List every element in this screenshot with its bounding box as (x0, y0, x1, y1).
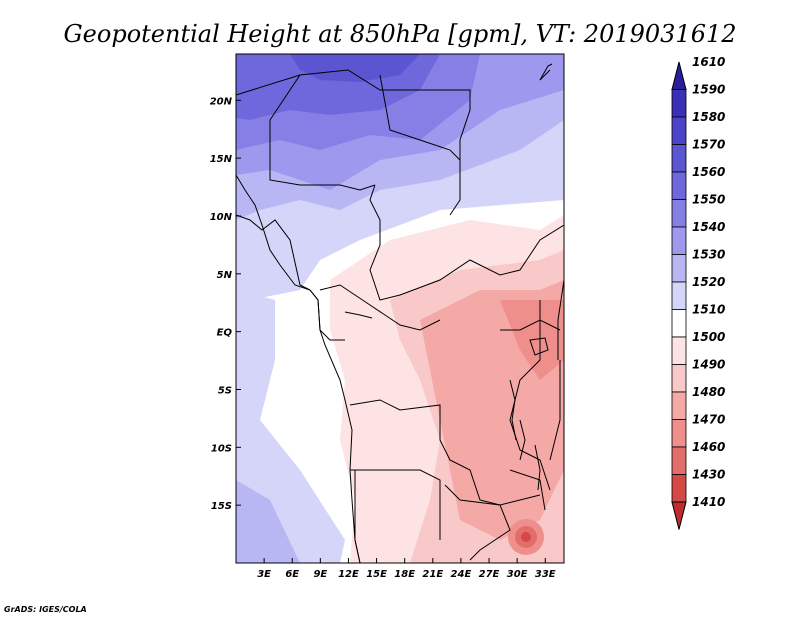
chart-title: Geopotential Height at 850hPa [gpm], VT:… (64, 20, 737, 48)
y-tick-label: EQ (217, 328, 233, 339)
colorbar-swatch (671, 254, 687, 283)
colorbar-swatch (671, 144, 687, 173)
colorbar-bottom-arrow (671, 501, 687, 530)
colorbar-swatch (671, 281, 687, 310)
coastline (236, 63, 564, 563)
colorbar-label: 1490 (692, 358, 725, 372)
y-tick-label: 15N (210, 154, 233, 165)
colorbar-swatch (671, 446, 687, 475)
lakes (509, 337, 549, 491)
colorbar-swatch (671, 336, 687, 365)
map-frame (235, 53, 565, 564)
y-tick-label: 15S (211, 501, 232, 512)
x-tick-label: 15E (366, 569, 387, 580)
colorbar-label: 1530 (692, 248, 725, 262)
y-tick-label: 10N (210, 212, 233, 223)
colorbar-swatch (671, 226, 687, 255)
colorbar-label: 1550 (692, 193, 725, 207)
colorbar-label: 1410 (692, 495, 725, 509)
height-field (236, 54, 564, 563)
colorbar-swatch (671, 391, 687, 420)
colorbar-label: 1590 (692, 83, 725, 97)
colorbar-label: 1560 (692, 165, 725, 179)
x-tick-label: 33E (535, 569, 556, 580)
colorbar-label: 1460 (692, 440, 725, 454)
x-tick-label: 6E (285, 569, 299, 580)
colorbar-label: 1500 (692, 330, 725, 344)
colorbar-swatch (671, 474, 687, 503)
colorbar-label: 1570 (692, 138, 725, 152)
y-axis: 20N 15N 10N 5N EQ 5S 10S 15S (210, 96, 241, 512)
colorbar-swatch (671, 116, 687, 145)
x-tick-label: 9E (313, 569, 327, 580)
x-tick-label: 30E (507, 569, 528, 580)
colorbar-label: 1510 (692, 303, 725, 317)
colorbar-swatch (671, 364, 687, 393)
colorbar-label: 1470 (692, 413, 725, 427)
colorbar-top-arrow (671, 61, 687, 90)
x-tick-label: 21E (422, 569, 443, 580)
y-tick-label: 20N (210, 96, 233, 107)
colorbar-swatch (671, 419, 687, 448)
colorbar-label: 1610 (692, 55, 725, 69)
colorbar-label: 1540 (692, 220, 725, 234)
x-tick-label: 18E (394, 569, 415, 580)
colorbar-label: 1430 (692, 468, 725, 482)
colorbar-swatch (671, 171, 687, 200)
y-tick-label: 10S (211, 443, 232, 454)
colorbar-label: 1580 (692, 110, 725, 124)
colorbar: 1610 1590 1580 1570 1560 1550 1540 1530 1520 1510… (671, 55, 725, 530)
colorbar-label: 1480 (692, 385, 725, 399)
y-tick-label: 5S (218, 385, 232, 396)
grads-credit: GrADS: IGES/COLA (4, 605, 87, 614)
x-tick-label: 3E (257, 569, 271, 580)
x-tick-label: 27E (479, 569, 500, 580)
colorbar-swatch (671, 199, 687, 228)
colorbar-swatch (671, 309, 687, 338)
x-axis: 3E 6E 9E 12E 15E 18E 21E 24E 27E 30E 33E (257, 558, 556, 580)
y-tick-label: 5N (217, 270, 233, 281)
x-tick-label: 24E (451, 569, 472, 580)
colorbar-label: 1520 (692, 275, 725, 289)
colorbar-swatch (671, 89, 687, 118)
x-tick-label: 12E (338, 569, 359, 580)
